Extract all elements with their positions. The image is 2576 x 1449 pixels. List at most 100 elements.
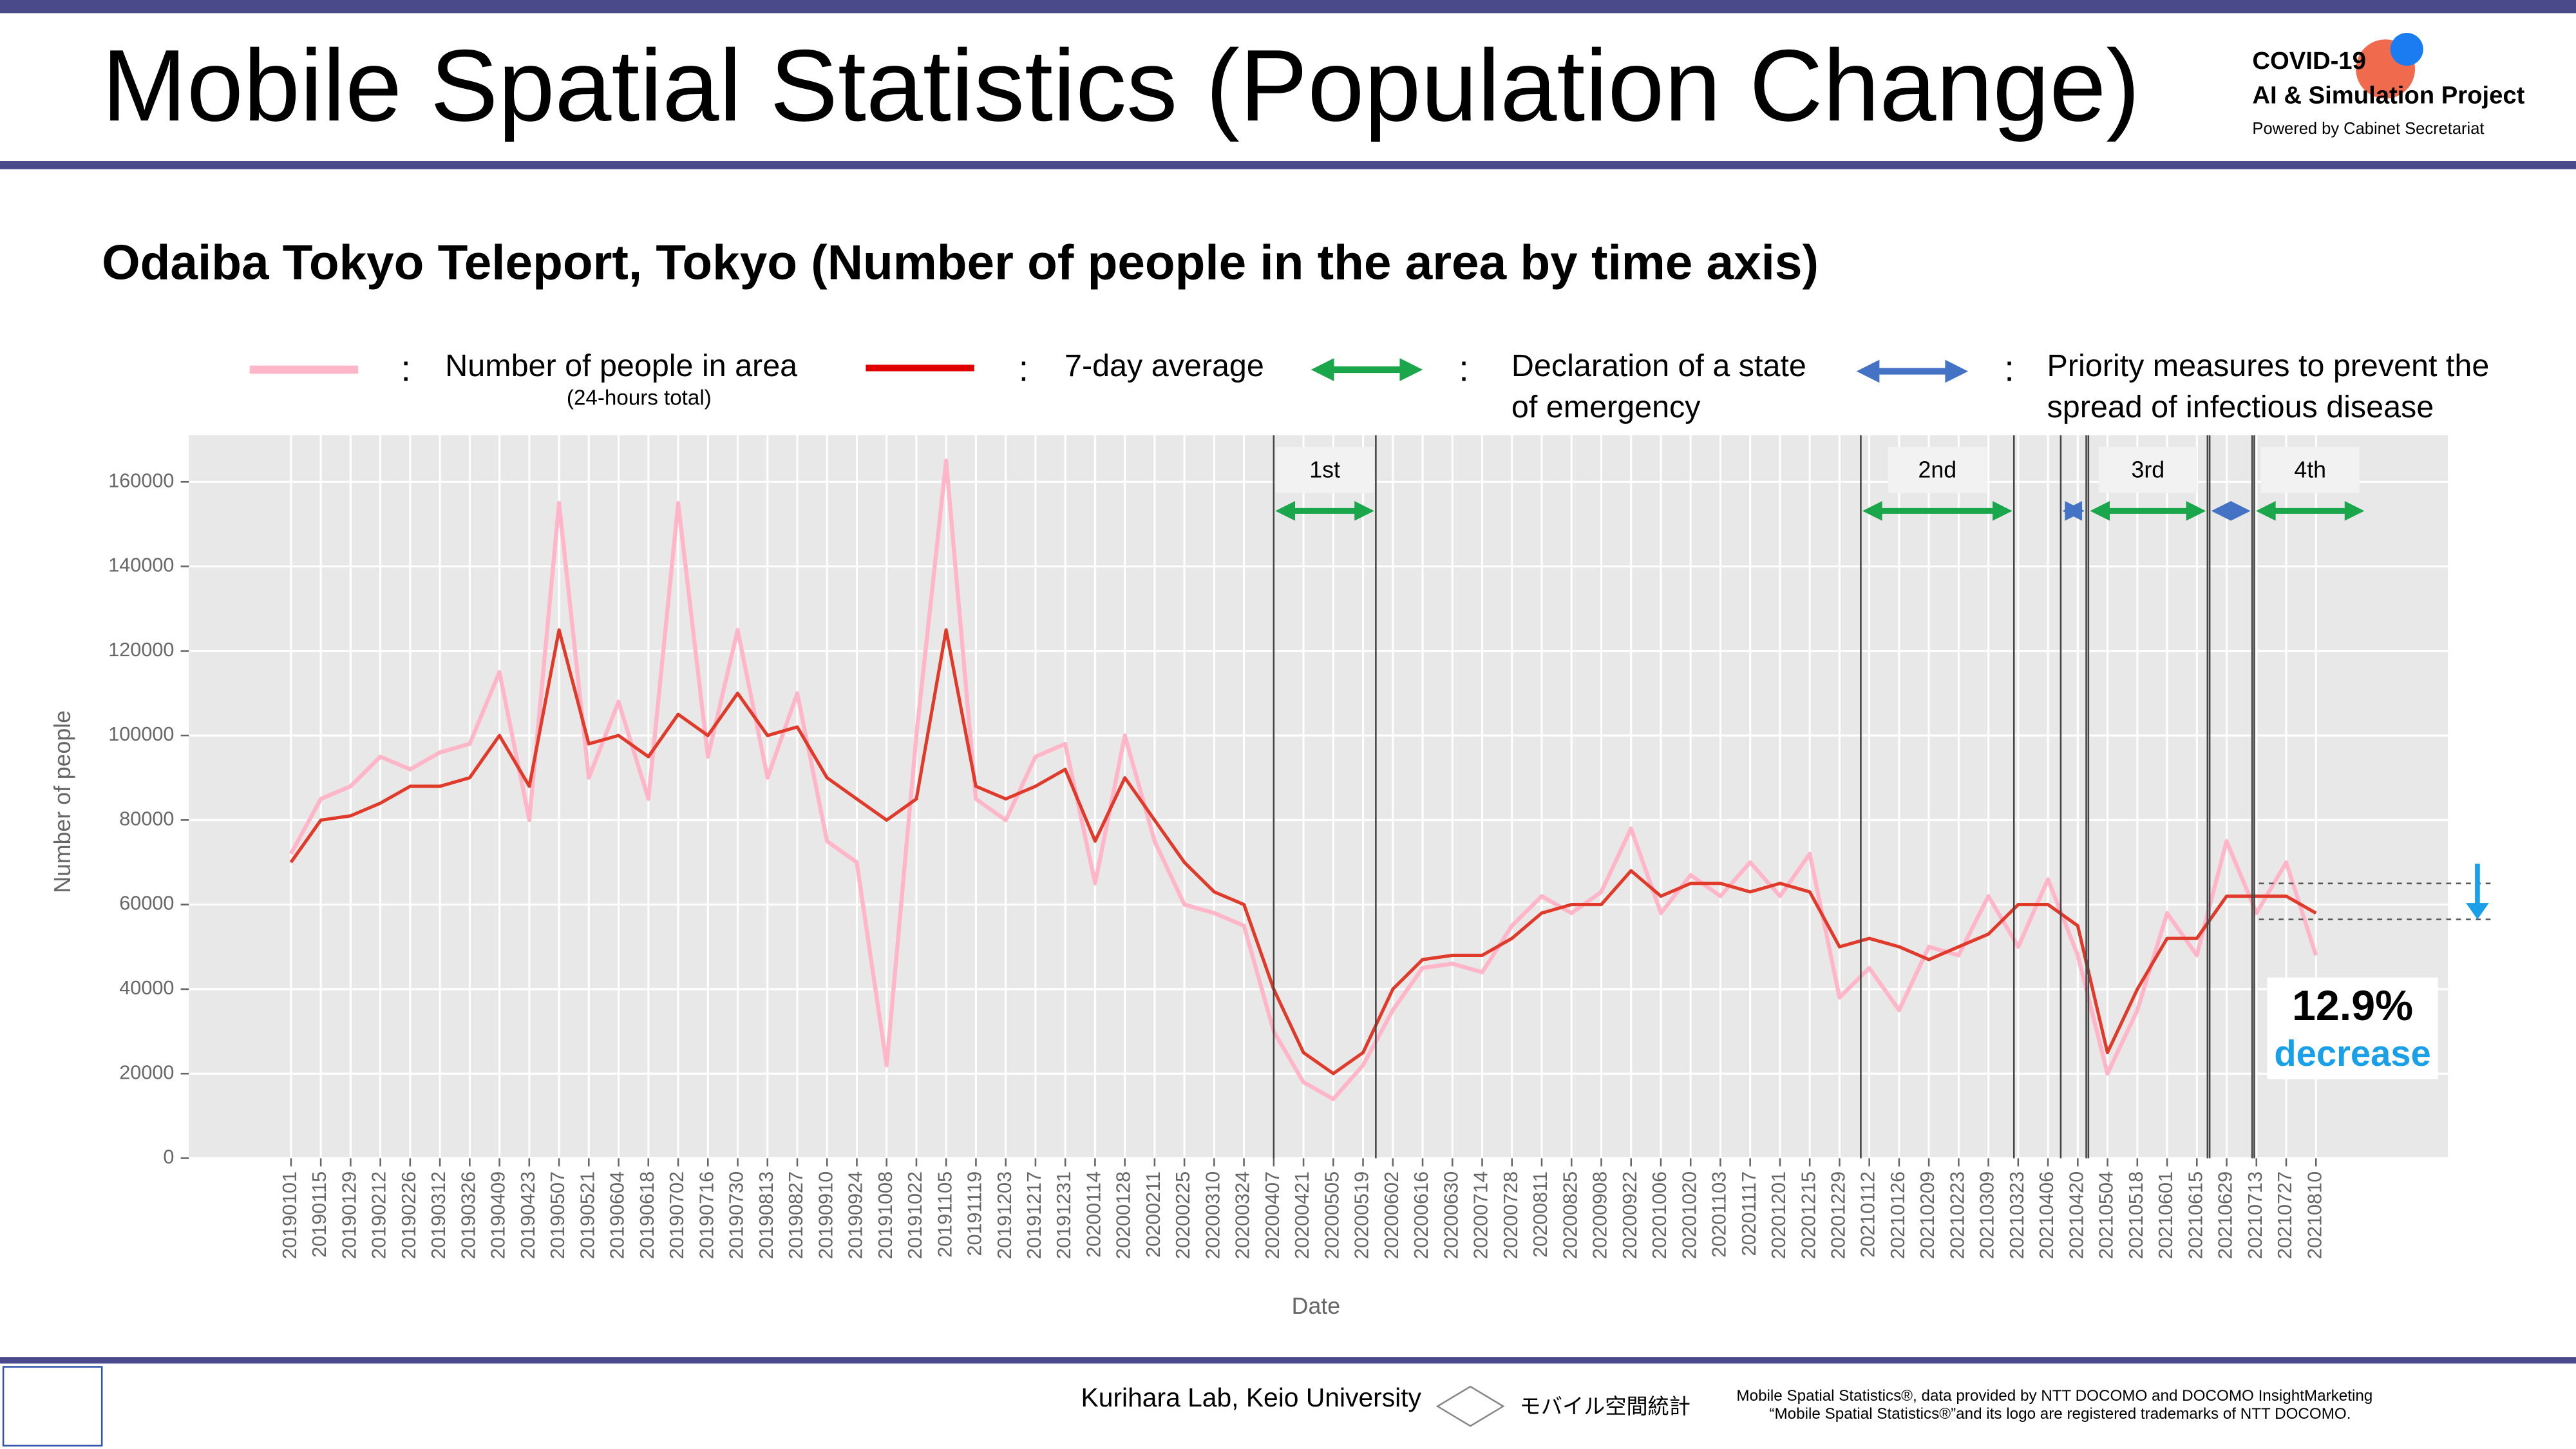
legend-sep: : xyxy=(1019,348,1029,388)
series-line xyxy=(289,459,2318,1101)
x-tick-label: 20201229 xyxy=(1827,1171,1849,1259)
x-tick-label: 20191022 xyxy=(904,1171,926,1259)
x-tick-label: 20200922 xyxy=(1619,1171,1641,1259)
x-tick-label: 20200114 xyxy=(1083,1171,1104,1258)
legend-label: spread of infectious disease xyxy=(2047,390,2434,424)
x-tick-label: 20200225 xyxy=(1172,1171,1194,1259)
x-tick-label: 20201117 xyxy=(1738,1171,1760,1256)
x-tick-label: 20200211 xyxy=(1142,1171,1164,1258)
period-label-box xyxy=(2098,446,2197,493)
priority-arrow-head xyxy=(2211,501,2231,521)
x-tick-label: 20201201 xyxy=(1768,1171,1790,1259)
legend-sep: : xyxy=(2004,348,2014,388)
x-tick-label: 20201006 xyxy=(1649,1171,1671,1259)
y-tick-label: 0 xyxy=(163,1146,174,1168)
emergency-arrow-head xyxy=(2256,501,2276,521)
x-tick-label: 20200728 xyxy=(1500,1171,1522,1259)
change-box xyxy=(2267,977,2438,1080)
emergency-arrow-head xyxy=(1354,501,1374,521)
lab-logo xyxy=(2,1366,103,1447)
x-tick-label: 20191119 xyxy=(964,1171,986,1256)
x-tick-label: 20210504 xyxy=(2096,1171,2117,1259)
emergency-arrow-head xyxy=(1993,501,2012,521)
emergency-arrow-head xyxy=(1862,501,1882,521)
y-tick-label: 100000 xyxy=(108,723,174,745)
x-tick-label: 20190212 xyxy=(368,1171,390,1259)
x-tick-label: 20191203 xyxy=(994,1171,1016,1259)
x-tick-label: 20210323 xyxy=(2006,1171,2028,1259)
x-tick-label: 20210209 xyxy=(1917,1171,1938,1259)
x-tick-label: 20190604 xyxy=(607,1171,629,1259)
x-tick-label: 20191231 xyxy=(1053,1171,1075,1259)
top-bar xyxy=(0,0,2576,14)
footer-credit: Mobile Spatial Statistics®, data provide… xyxy=(1736,1387,2372,1405)
x-tick-label: 20190716 xyxy=(696,1171,717,1259)
x-tick-label: 20190813 xyxy=(755,1171,777,1259)
y-tick-label: 140000 xyxy=(108,554,174,576)
emergency-arrow-head xyxy=(1275,501,1295,521)
legend-arrow-head xyxy=(1399,358,1423,381)
x-tick-label: 20201103 xyxy=(1709,1171,1730,1258)
legend-label: Declaration of a state xyxy=(1511,348,1806,383)
emergency-arrow-head xyxy=(2186,501,2206,521)
legend-arrow-head xyxy=(1311,358,1334,381)
x-tick-label: 20191105 xyxy=(934,1171,956,1258)
period-label: 1st xyxy=(1309,457,1340,483)
legend-label: 7-day average xyxy=(1065,348,1264,383)
x-tick-label: 20210126 xyxy=(1887,1171,1909,1259)
x-tick-label: 20200407 xyxy=(1262,1171,1283,1259)
x-tick-label: 20210518 xyxy=(2125,1171,2147,1259)
x-tick-label: 20200811 xyxy=(1530,1171,1551,1258)
x-tick-label: 20190409 xyxy=(488,1171,509,1259)
x-tick-label: 20210223 xyxy=(1946,1171,1968,1259)
period-label-box xyxy=(1275,446,1374,493)
legend-label: Priority measures to prevent the xyxy=(2047,348,2490,383)
period-label-box xyxy=(1888,446,1987,493)
logo-text: Powered by Cabinet Secretariat xyxy=(2252,120,2484,138)
x-tick-label: 20190226 xyxy=(398,1171,420,1259)
x-tick-label: 20210713 xyxy=(2244,1171,2266,1259)
x-tick-label: 20190115 xyxy=(308,1171,330,1258)
legend-sep: : xyxy=(1459,348,1469,388)
period-label: 2nd xyxy=(1918,457,1957,483)
x-tick-label: 20210629 xyxy=(2215,1171,2237,1259)
slide-title: Mobile Spatial Statistics (Population Ch… xyxy=(102,28,2140,142)
change-label: decrease xyxy=(2274,1033,2430,1074)
x-tick-label: 20210810 xyxy=(2304,1171,2325,1259)
x-tick-label: 20210615 xyxy=(2184,1171,2206,1259)
x-tick-label: 20200714 xyxy=(1470,1171,1492,1259)
x-tick-label: 20210727 xyxy=(2274,1171,2296,1259)
period-label-box xyxy=(2260,446,2360,493)
y-axis-label: Number of people xyxy=(50,710,75,893)
x-tick-label: 20201215 xyxy=(1797,1171,1819,1259)
footer-lab: Kurihara Lab, Keio University xyxy=(1081,1383,1422,1412)
x-tick-label: 20200630 xyxy=(1440,1171,1462,1259)
legend-sep: : xyxy=(401,348,411,388)
y-tick-label: 60000 xyxy=(119,893,174,914)
period-label: 4th xyxy=(2294,457,2326,483)
y-tick-label: 40000 xyxy=(119,977,174,999)
x-tick-label: 20190507 xyxy=(547,1171,569,1259)
legend-label: Number of people in area xyxy=(445,348,797,383)
x-tick-label: 20200825 xyxy=(1559,1171,1581,1259)
footer-credit: “Mobile Spatial Statistics®”and its logo… xyxy=(1769,1405,2351,1423)
period-label: 3rd xyxy=(2132,457,2165,483)
brand-logo xyxy=(1435,1385,1505,1427)
legend-label: of emergency xyxy=(1511,390,1701,424)
x-tick-label: 20190924 xyxy=(845,1171,867,1259)
series-line xyxy=(289,628,2317,1075)
x-tick-label: 20190827 xyxy=(785,1171,807,1259)
x-tick-label: 20190312 xyxy=(428,1171,450,1259)
x-tick-label: 20200616 xyxy=(1410,1171,1432,1259)
x-tick-label: 20210406 xyxy=(2036,1171,2058,1259)
priority-arrow-head xyxy=(2230,501,2251,521)
header-rule xyxy=(0,161,2576,169)
x-tick-label: 20201020 xyxy=(1678,1171,1700,1259)
x-tick-label: 20210601 xyxy=(2155,1171,2177,1259)
priority-arrow-head xyxy=(2065,501,2085,521)
y-tick-label: 120000 xyxy=(108,639,174,661)
x-tick-label: 20190730 xyxy=(726,1171,748,1259)
x-tick-label: 20200421 xyxy=(1291,1171,1313,1259)
x-tick-label: 20190521 xyxy=(576,1171,598,1259)
y-tick-label: 20000 xyxy=(119,1061,174,1083)
